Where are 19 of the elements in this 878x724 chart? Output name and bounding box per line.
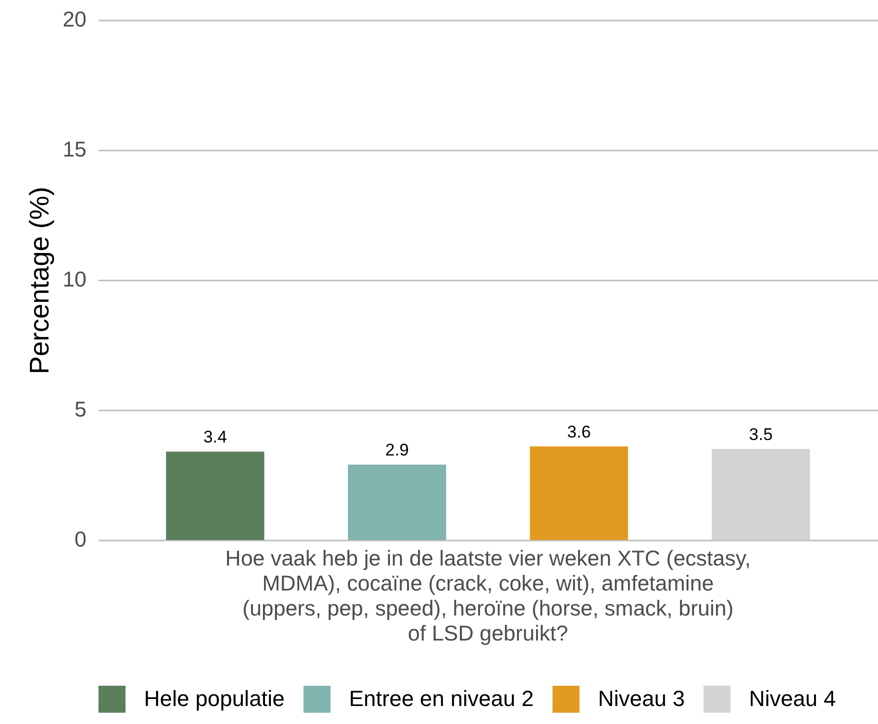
data-label: 3.6 bbox=[567, 422, 591, 442]
bar bbox=[166, 452, 264, 540]
legend-label: Niveau 4 bbox=[749, 686, 836, 712]
bar bbox=[348, 464, 446, 540]
y-tick-label: 15 bbox=[62, 138, 87, 162]
y-tick-label: 20 bbox=[62, 8, 87, 32]
y-tick-label: 0 bbox=[74, 528, 87, 552]
legend-label: Niveau 3 bbox=[598, 686, 685, 712]
legend-label: Hele populatie bbox=[144, 686, 285, 712]
data-label: 2.9 bbox=[385, 440, 409, 460]
y-tick-label: 10 bbox=[62, 268, 87, 292]
data-label: 3.4 bbox=[203, 428, 227, 447]
x-tick-label: Hoe vaak heb je in de laatste vier weken XTC (ecstasy, MDMA), cocaïne (crack, coke, wit), amfetamine (uppers, pep, speed), heroïne (horse, smack, bruin) of LSD gebruikt? bbox=[225, 546, 751, 646]
y-tick-label: 5 bbox=[74, 398, 87, 422]
data-label: 3.5 bbox=[749, 425, 773, 444]
bar bbox=[530, 446, 628, 540]
y-axis-title: Percentage (%) bbox=[24, 186, 55, 374]
bar bbox=[712, 449, 810, 540]
legend-label: Entree en niveau 2 bbox=[349, 686, 534, 712]
